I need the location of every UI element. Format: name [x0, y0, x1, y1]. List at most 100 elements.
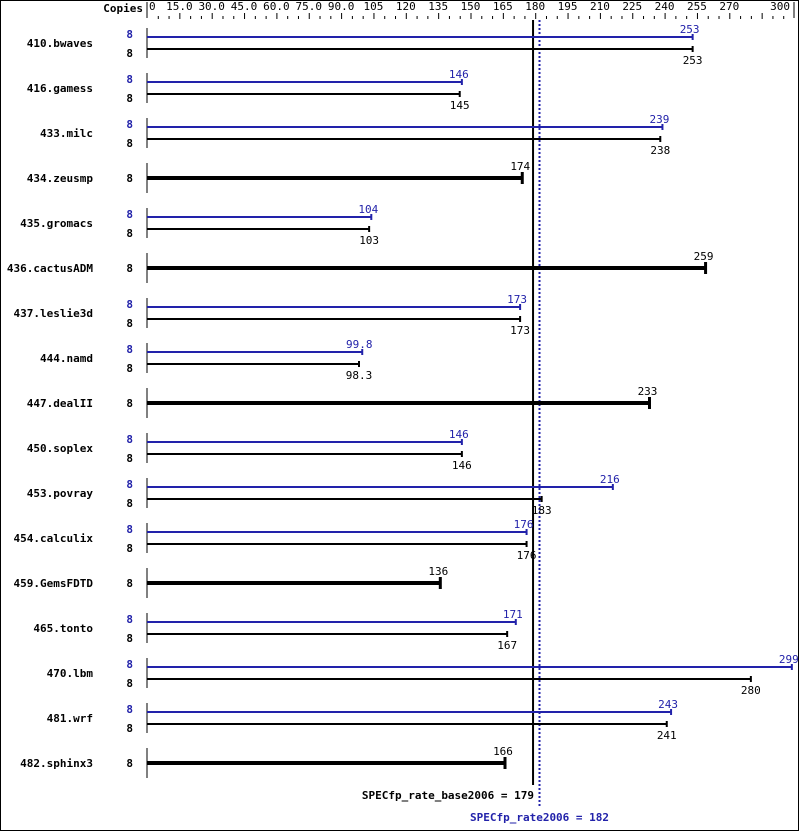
peak-copies: 8 [126, 658, 133, 671]
base-copies: 8 [126, 497, 133, 510]
base-value-label: 280 [741, 684, 761, 697]
peak-value-label: 216 [600, 473, 620, 486]
benchmark-label: 410.bwaves [27, 37, 93, 50]
base-summary-label: SPECfp_rate_base2006 = 179 [362, 789, 534, 802]
base-value-label: 238 [650, 144, 670, 157]
base-value-label: 98.3 [346, 369, 373, 382]
benchmark-label: 437.leslie3d [14, 307, 93, 320]
peak-value-label: 146 [449, 68, 469, 81]
base-copies: 8 [126, 632, 133, 645]
peak-value-label: 253 [680, 23, 700, 36]
base-value-label: 166 [493, 745, 513, 758]
x-tick-label: 105 [364, 0, 384, 13]
x-tick-label: 255 [687, 0, 707, 13]
benchmark-label: 454.calculix [14, 532, 94, 545]
base-copies: 8 [126, 577, 133, 590]
x-tick-label: 60.0 [263, 0, 290, 13]
base-copies: 8 [126, 722, 133, 735]
peak-value-label: 171 [503, 608, 523, 621]
base-value-label: 103 [359, 234, 379, 247]
x-tick-label: 210 [590, 0, 610, 13]
base-value-label: 176 [517, 549, 537, 562]
peak-copies: 8 [126, 613, 133, 626]
base-value-label: 183 [532, 504, 552, 517]
peak-value-label: 146 [449, 428, 469, 441]
base-copies: 8 [126, 452, 133, 465]
x-tick-label: 135 [428, 0, 448, 13]
base-value-label: 167 [497, 639, 517, 652]
peak-value-label: 104 [358, 203, 378, 216]
peak-value-label: 99.8 [346, 338, 373, 351]
peak-copies: 8 [126, 118, 133, 131]
peak-copies: 8 [126, 298, 133, 311]
benchmark-label: 433.milc [40, 127, 93, 140]
base-copies: 8 [126, 757, 133, 770]
peak-copies: 8 [126, 433, 133, 446]
base-copies: 8 [126, 317, 133, 330]
base-value-label: 253 [683, 54, 703, 67]
base-value-label: 233 [638, 385, 658, 398]
benchmark-label: 435.gromacs [20, 217, 93, 230]
base-copies: 8 [126, 677, 133, 690]
x-tick-label: 75.0 [296, 0, 323, 13]
x-tick-label: 150 [461, 0, 481, 13]
peak-value-label: 299 [779, 653, 799, 666]
peak-copies: 8 [126, 208, 133, 221]
x-tick-label: 30.0 [198, 0, 225, 13]
x-tick-label: 120 [396, 0, 416, 13]
benchmark-label: 434.zeusmp [27, 172, 94, 185]
x-tick-label: 300 [770, 0, 790, 13]
peak-copies: 8 [126, 523, 133, 536]
benchmark-label: 436.cactusADM [7, 262, 93, 275]
benchmark-label: 465.tonto [33, 622, 93, 635]
x-tick-label: 195 [558, 0, 578, 13]
peak-summary-label: SPECfp_rate2006 = 182 [470, 811, 609, 824]
base-value-label: 136 [428, 565, 448, 578]
benchmark-label: 481.wrf [47, 712, 93, 725]
x-tick-label: 165 [493, 0, 513, 13]
benchmark-label: 482.sphinx3 [20, 757, 93, 770]
copies-header: Copies [103, 2, 143, 15]
benchmark-label: 444.namd [40, 352, 93, 365]
base-value-label: 173 [510, 324, 530, 337]
base-value-label: 145 [450, 99, 470, 112]
benchmark-label: 447.dealII [27, 397, 93, 410]
peak-copies: 8 [126, 703, 133, 716]
x-tick-label: 15.0 [166, 0, 193, 13]
benchmark-label: 450.soplex [27, 442, 94, 455]
peak-value-label: 243 [658, 698, 678, 711]
benchmark-label: 453.povray [27, 487, 94, 500]
base-value-label: 146 [452, 459, 472, 472]
peak-copies: 8 [126, 478, 133, 491]
x-tick-label: 180 [525, 0, 545, 13]
peak-copies: 8 [126, 73, 133, 86]
base-copies: 8 [126, 227, 133, 240]
peak-value-label: 173 [507, 293, 527, 306]
peak-value-label: 239 [650, 113, 670, 126]
benchmark-label: 470.lbm [47, 667, 94, 680]
base-value-label: 174 [510, 160, 530, 173]
x-tick-label: 240 [655, 0, 675, 13]
peak-copies: 8 [126, 28, 133, 41]
benchmark-label: 416.gamess [27, 82, 93, 95]
base-copies: 8 [126, 262, 133, 275]
base-copies: 8 [126, 47, 133, 60]
base-copies: 8 [126, 362, 133, 375]
base-copies: 8 [126, 172, 133, 185]
x-tick-label: 90.0 [328, 0, 355, 13]
x-tick-label: 45.0 [231, 0, 258, 13]
x-tick-label: 0 [149, 0, 156, 13]
base-value-label: 241 [657, 729, 677, 742]
base-copies: 8 [126, 137, 133, 150]
peak-copies: 8 [126, 343, 133, 356]
base-copies: 8 [126, 92, 133, 105]
x-tick-label: 270 [719, 0, 739, 13]
benchmark-label: 459.GemsFDTD [14, 577, 94, 590]
base-value-label: 259 [694, 250, 714, 263]
x-tick-label: 225 [622, 0, 642, 13]
base-copies: 8 [126, 542, 133, 555]
base-copies: 8 [126, 397, 133, 410]
